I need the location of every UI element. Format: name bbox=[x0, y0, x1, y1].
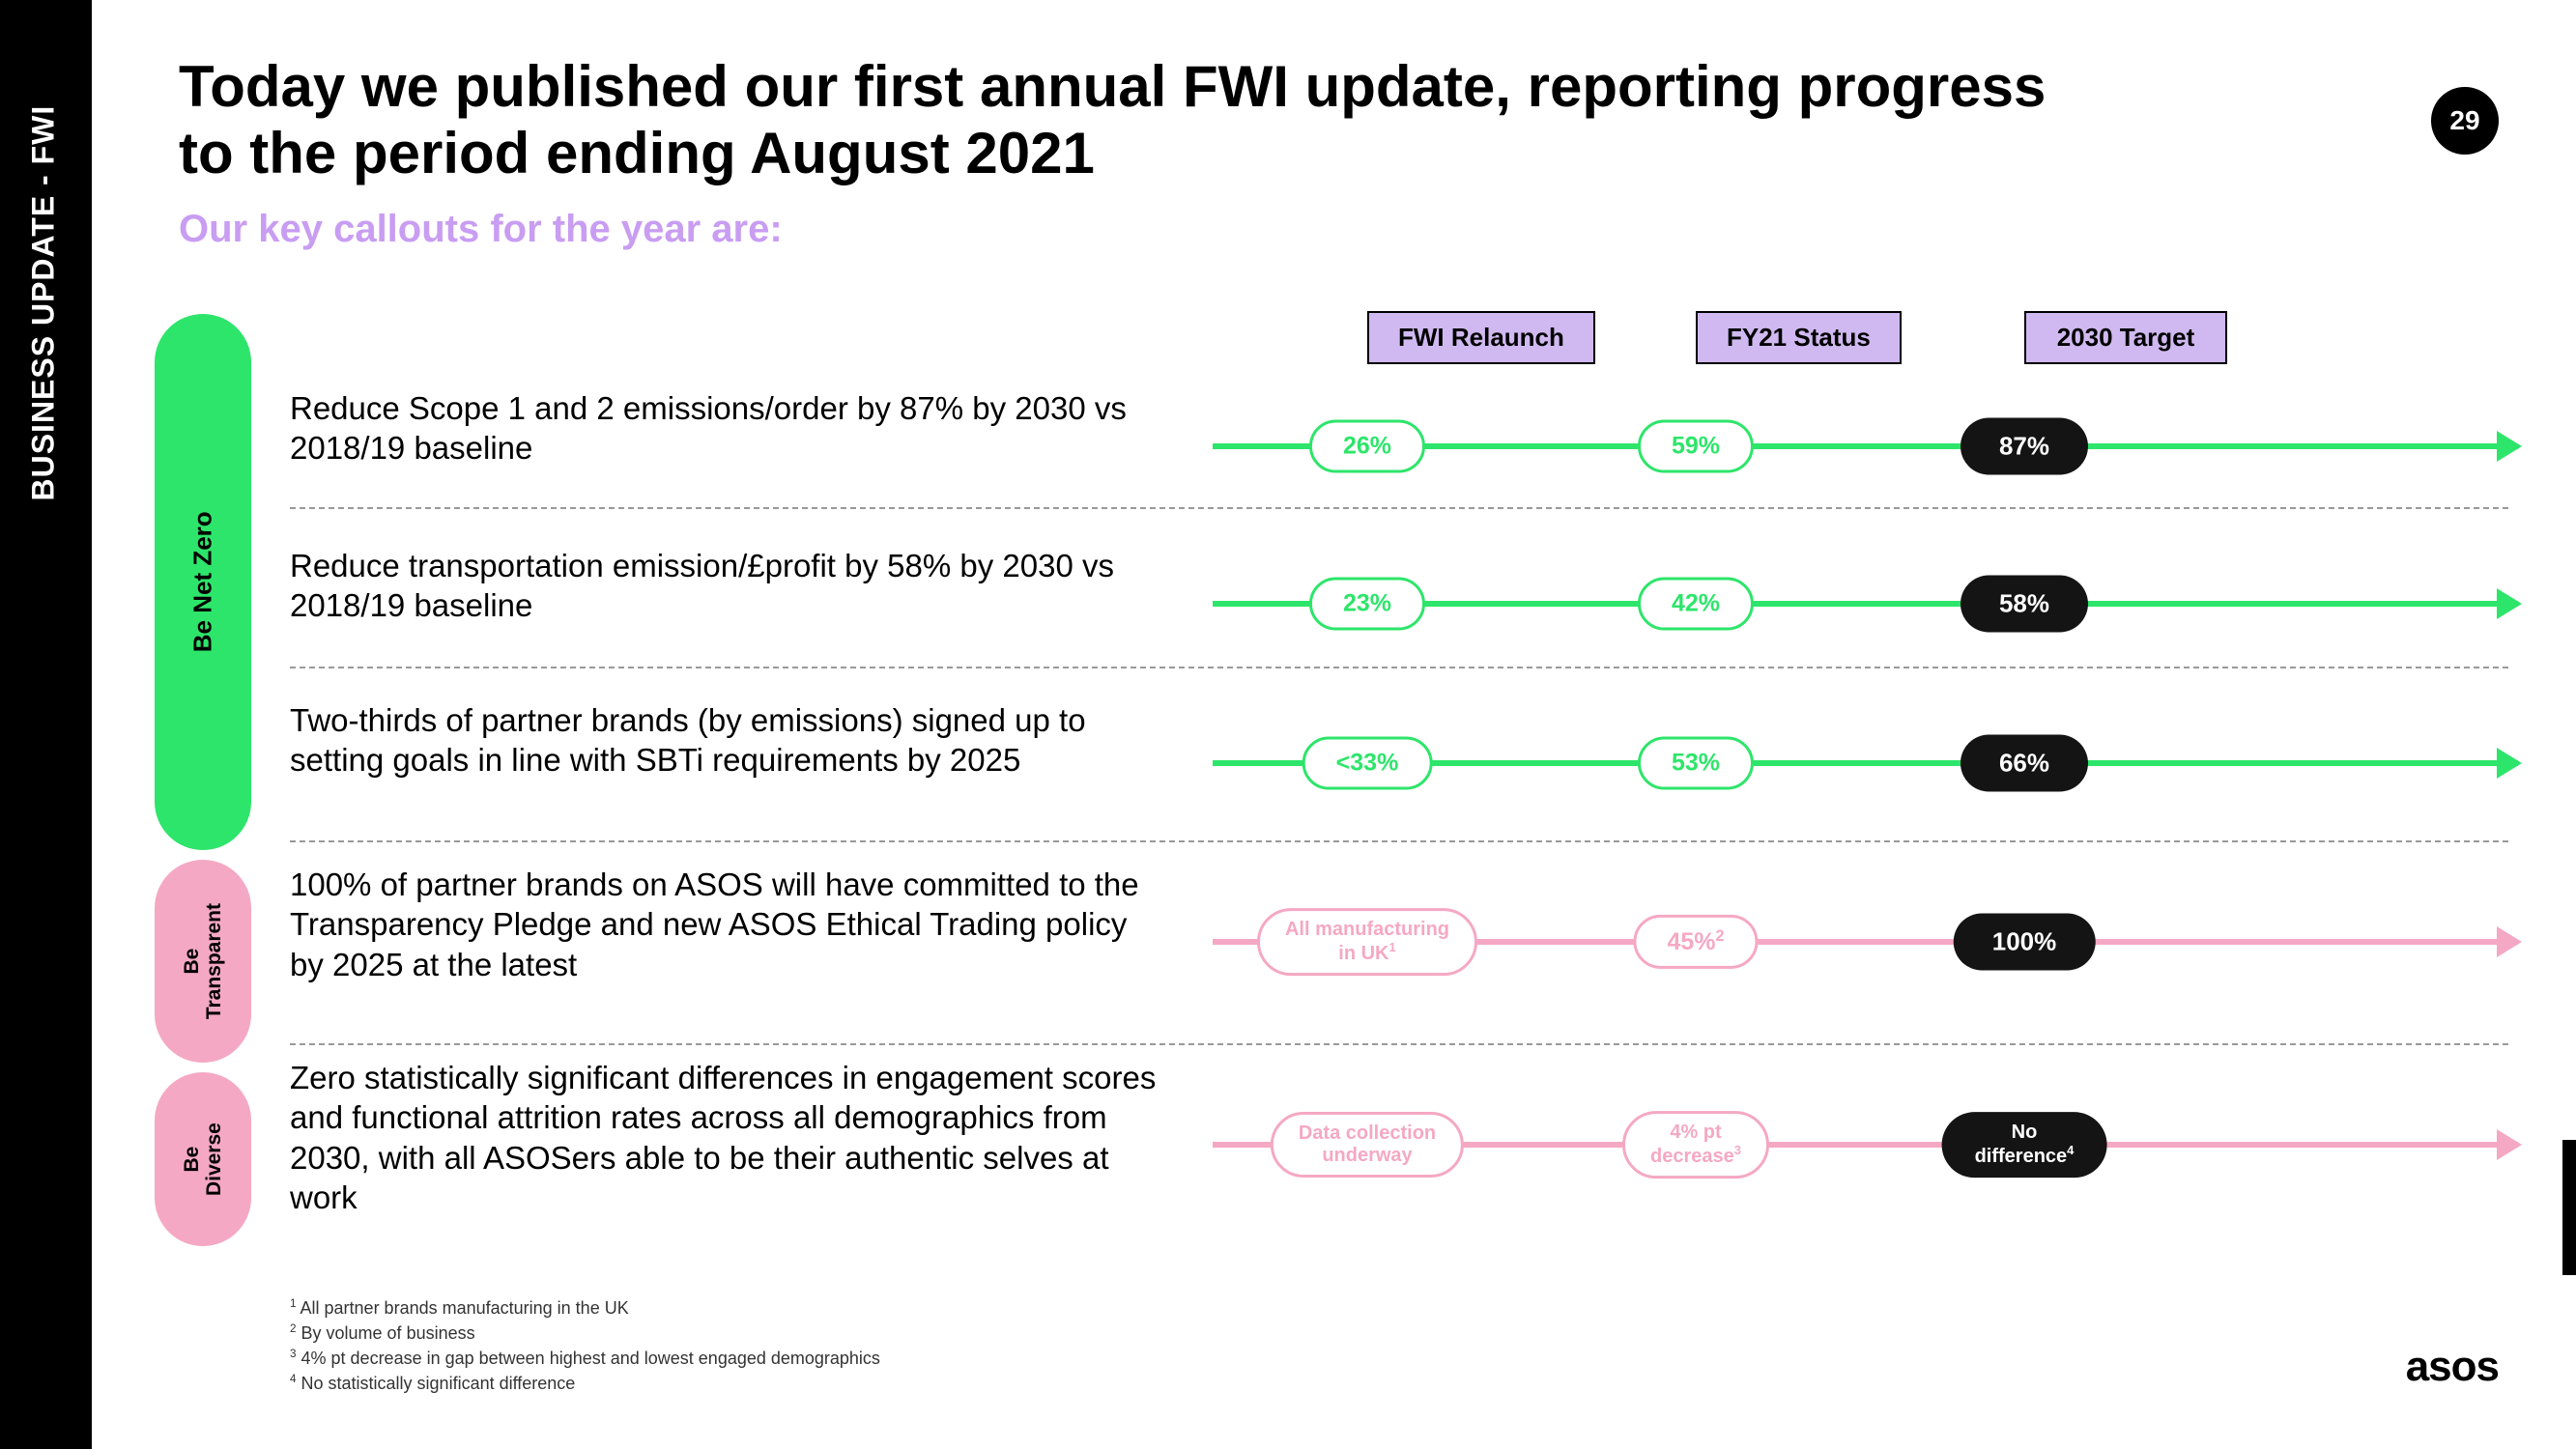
target-chip: 100% bbox=[1954, 914, 2096, 971]
relaunch-chip: <33% bbox=[1302, 737, 1433, 790]
target-chip: 58% bbox=[1961, 576, 2088, 633]
status-chip: 53% bbox=[1638, 737, 1754, 790]
category-pill-label: Be Net Zero bbox=[189, 512, 217, 653]
right-edge-accent bbox=[2562, 1140, 2576, 1275]
status-chip: 59% bbox=[1638, 420, 1754, 473]
arrow-head-icon bbox=[2497, 926, 2522, 957]
progress-arrow: Data collectionunderway4% ptdecrease3Nod… bbox=[1213, 1116, 2518, 1174]
category-pill-transparent: BeTransparent bbox=[155, 860, 251, 1063]
col-header-target: 2030 Target bbox=[2024, 311, 2227, 364]
goal-description: Two-thirds of partner brands (by emissio… bbox=[290, 700, 1159, 781]
footnote-line: 2 By volume of business bbox=[290, 1321, 880, 1346]
goal-row-pledge: 100% of partner brands on ASOS will have… bbox=[290, 865, 2518, 1038]
arrow-head-icon bbox=[2497, 1129, 2522, 1160]
side-tab-label: BUSINESS UPDATE - FWI bbox=[26, 115, 62, 501]
page-title: Today we published our first annual FWI … bbox=[179, 53, 2092, 186]
goal-description: Zero statistically significant differenc… bbox=[290, 1058, 1159, 1217]
page-subtitle: Our key callouts for the year are: bbox=[179, 208, 783, 251]
relaunch-chip: 23% bbox=[1309, 578, 1425, 631]
status-chip: 4% ptdecrease3 bbox=[1622, 1111, 1769, 1179]
goal-row-transport: Reduce transportation emission/£profit b… bbox=[290, 546, 2518, 652]
progress-arrow: <33% 53% 66% bbox=[1213, 734, 2518, 792]
row-divider bbox=[290, 1043, 2508, 1045]
goal-description: Reduce Scope 1 and 2 emissions/order by … bbox=[290, 388, 1159, 469]
arrow-head-icon bbox=[2497, 748, 2522, 779]
page-number-badge: 29 bbox=[2431, 87, 2499, 155]
goal-row-sbti: Two-thirds of partner brands (by emissio… bbox=[290, 700, 2518, 845]
row-divider bbox=[290, 840, 2508, 842]
target-chip: 87% bbox=[1961, 418, 2088, 475]
progress-arrow: 26% 59% 87% bbox=[1213, 417, 2518, 475]
progress-arrow: 23% 42% 58% bbox=[1213, 575, 2518, 633]
progress-arrow: All manufacturingin UK145%2100% bbox=[1213, 913, 2518, 971]
footnote-line: 3 4% pt decrease in gap between highest … bbox=[290, 1346, 880, 1371]
status-chip: 42% bbox=[1638, 578, 1754, 631]
goal-row-scope12: Reduce Scope 1 and 2 emissions/order by … bbox=[290, 388, 2518, 495]
asos-logo: asos bbox=[2406, 1343, 2499, 1391]
slide: BUSINESS UPDATE - FWI Today we published… bbox=[0, 0, 2576, 1449]
arrow-head-icon bbox=[2497, 431, 2522, 462]
relaunch-chip: All manufacturingin UK1 bbox=[1257, 908, 1477, 976]
category-pill-diverse: BeDiverse bbox=[155, 1072, 251, 1246]
arrow-head-icon bbox=[2497, 588, 2522, 619]
relaunch-chip: 26% bbox=[1309, 420, 1425, 473]
goal-description: Reduce transportation emission/£profit b… bbox=[290, 546, 1159, 626]
category-pill-netzero: Be Net Zero bbox=[155, 314, 251, 850]
row-divider bbox=[290, 667, 2508, 668]
footnote-line: 1 All partner brands manufacturing in th… bbox=[290, 1295, 880, 1321]
goal-row-diverse: Zero statistically significant differenc… bbox=[290, 1058, 2518, 1232]
side-tab: BUSINESS UPDATE - FWI bbox=[0, 0, 92, 1449]
footnotes: 1 All partner brands manufacturing in th… bbox=[290, 1295, 880, 1396]
category-pill-label: BeDiverse bbox=[181, 1111, 225, 1208]
col-header-relaunch: FWI Relaunch bbox=[1367, 311, 1595, 364]
goal-description: 100% of partner brands on ASOS will have… bbox=[290, 865, 1159, 984]
status-chip: 45%2 bbox=[1633, 915, 1758, 969]
relaunch-chip: Data collectionunderway bbox=[1271, 1112, 1464, 1178]
footnote-line: 4 No statistically significant differenc… bbox=[290, 1371, 880, 1396]
col-header-status: FY21 Status bbox=[1696, 311, 1902, 364]
category-pill-label: BeTransparent bbox=[181, 903, 225, 1019]
target-chip: 66% bbox=[1961, 735, 2088, 792]
row-divider bbox=[290, 507, 2508, 509]
target-chip: Nodifference4 bbox=[1942, 1112, 2107, 1178]
